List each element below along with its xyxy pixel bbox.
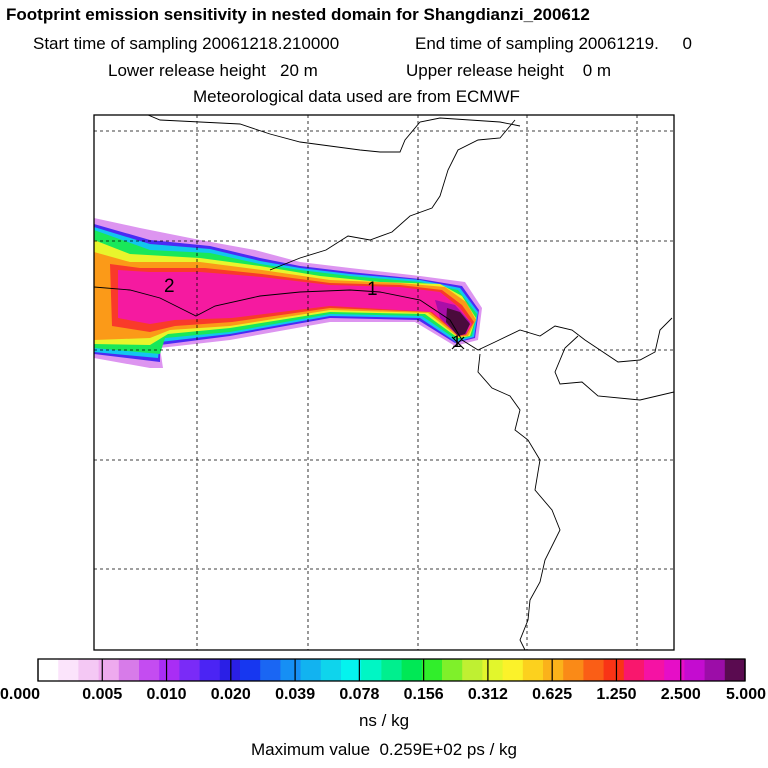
coastline-south [477, 353, 561, 650]
plume-layer [94, 218, 482, 368]
colorbar-tick-label: 0.312 [468, 686, 508, 703]
colorbar-swatch [139, 659, 160, 681]
colorbar-swatch [240, 659, 261, 681]
colorbar-swatch [38, 659, 59, 681]
colorbar-swatch [300, 659, 322, 681]
colorbar-swatch [482, 659, 504, 681]
colorbar-swatch [684, 659, 706, 681]
colorbar-swatch [78, 659, 100, 681]
colorbar-swatch [724, 659, 746, 681]
colorbar-swatch [563, 659, 584, 681]
colorbar-tick-label: 2.500 [661, 686, 701, 703]
colorbar-tick-label: 0.156 [404, 686, 444, 703]
colorbar-tick-label: 0.000 [0, 686, 40, 703]
colorbar-swatch [179, 659, 201, 681]
upper-release-label: Upper release height 0 m [406, 61, 612, 80]
contour-label-3: 1 [452, 332, 461, 351]
plume-band-peak [446, 308, 470, 336]
colorbar-swatch [58, 659, 79, 681]
colorbar-swatch [603, 659, 625, 681]
colorbar-tick-label: 0.078 [339, 686, 379, 703]
colorbar-swatch [442, 659, 463, 681]
colorbar-swatch [421, 659, 443, 681]
plot-frame [93, 114, 675, 651]
start-time-label: Start time of sampling 20061218.210000 [33, 34, 340, 53]
colorbar-swatch [401, 659, 423, 681]
colorbar-swatch [219, 659, 241, 681]
maximum-value: Maximum value 0.259E+02 ps / kg [251, 740, 517, 759]
chart-title: Footprint emission sensitivity in nested… [6, 5, 590, 24]
end-time-label: End time of sampling 20061219. 0 [415, 34, 692, 53]
colorbar-tick-label: 0.005 [82, 686, 122, 703]
colorbar-tick-label: 1.250 [596, 686, 636, 703]
colorbar-tick-label: 0.010 [147, 686, 187, 703]
contour-label-1: 2 [164, 276, 175, 297]
colorbar-swatch [381, 659, 403, 681]
colorbar-swatch [502, 659, 524, 681]
colorbar-swatch [341, 659, 362, 681]
colorbar-swatch [260, 659, 281, 681]
release-point-marker [451, 336, 465, 350]
colorbar [37, 658, 746, 682]
colorbar-swatch [361, 659, 382, 681]
lower-release-label: Lower release height 20 m [108, 61, 318, 80]
colorbar-swatch [644, 659, 665, 681]
contour-label-2: 1 [367, 279, 378, 300]
colorbar-swatch [320, 659, 342, 681]
colorbar-tick-label: 5.000 [726, 686, 766, 703]
coastline-bay [269, 119, 516, 271]
border-east [554, 335, 674, 401]
grid-lines [94, 115, 674, 650]
plume-band-magenta [118, 270, 472, 335]
colorbar-swatch [664, 659, 685, 681]
colorbar-tick-label: 0.625 [532, 686, 572, 703]
colorbar-swatch [98, 659, 120, 681]
coastline-layer [94, 115, 674, 650]
colorbar-swatch [280, 659, 302, 681]
colorbar-ticks: 0.000 0.005 0.010 0.020 0.039 0.078 0.156 0.312… [0, 659, 766, 703]
colorbar-swatch [199, 659, 221, 681]
colorbar-swatch [543, 659, 564, 681]
colorbar-tick-label: 0.020 [211, 686, 251, 703]
colorbar-swatch [623, 659, 645, 681]
colorbar-swatch [159, 659, 180, 681]
colorbar-swatch [704, 659, 726, 681]
colorbar-swatch [583, 659, 605, 681]
colorbar-swatch [118, 659, 140, 681]
colorbar-units: ns / kg [358, 711, 410, 730]
met-data-label: Meteorological data used are from ECMWF [193, 87, 520, 106]
colorbar-swatch [522, 659, 544, 681]
colorbar-tick-label: 0.039 [275, 686, 315, 703]
colorbar-swatch [462, 659, 483, 681]
coastline-north [147, 115, 521, 153]
